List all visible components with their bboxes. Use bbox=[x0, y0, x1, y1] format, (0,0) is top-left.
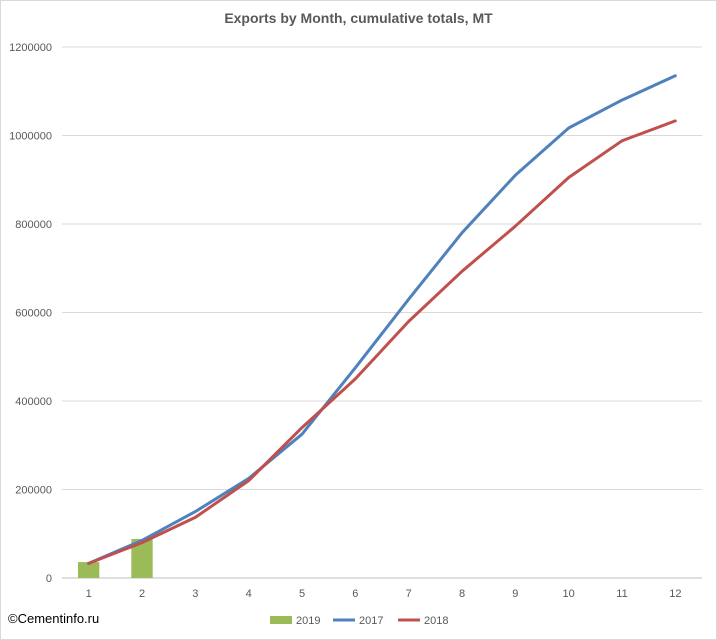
bar-2019 bbox=[78, 562, 100, 578]
x-tick-label: 3 bbox=[192, 588, 198, 600]
x-tick-label: 11 bbox=[616, 588, 627, 600]
bar-2019 bbox=[131, 539, 153, 578]
x-tick-label: 5 bbox=[299, 588, 305, 600]
x-tick-label: 1 bbox=[86, 588, 92, 600]
y-tick-label: 0 bbox=[46, 573, 52, 585]
x-tick-label: 7 bbox=[406, 588, 412, 600]
watermark: ©Cementinfo.ru bbox=[8, 611, 100, 626]
x-tick-label: 6 bbox=[352, 588, 358, 600]
legend-label-2019: 2019 bbox=[296, 615, 320, 627]
x-tick-label: 12 bbox=[669, 588, 681, 600]
series-line-2017 bbox=[87, 74, 677, 565]
y-tick-label: 400000 bbox=[15, 396, 52, 408]
chart-title: Exports by Month, cumulative totals, MT bbox=[224, 10, 493, 26]
x-tick-label: 4 bbox=[246, 588, 252, 600]
y-tick-label: 1000000 bbox=[9, 131, 52, 143]
x-tick-label: 10 bbox=[563, 588, 575, 600]
y-tick-label: 600000 bbox=[15, 308, 52, 320]
y-tick-label: 800000 bbox=[15, 219, 52, 231]
y-tick-label: 200000 bbox=[15, 485, 52, 497]
series-line-2018 bbox=[87, 119, 677, 565]
legend-swatch-2019 bbox=[270, 616, 292, 624]
x-tick-label: 2 bbox=[139, 588, 145, 600]
legend-label-2018: 2018 bbox=[424, 615, 448, 627]
legend-label-2017: 2017 bbox=[359, 615, 383, 627]
x-tick-label: 9 bbox=[512, 588, 518, 600]
y-tick-label: 1200000 bbox=[9, 42, 52, 54]
x-tick-label: 8 bbox=[459, 588, 465, 600]
